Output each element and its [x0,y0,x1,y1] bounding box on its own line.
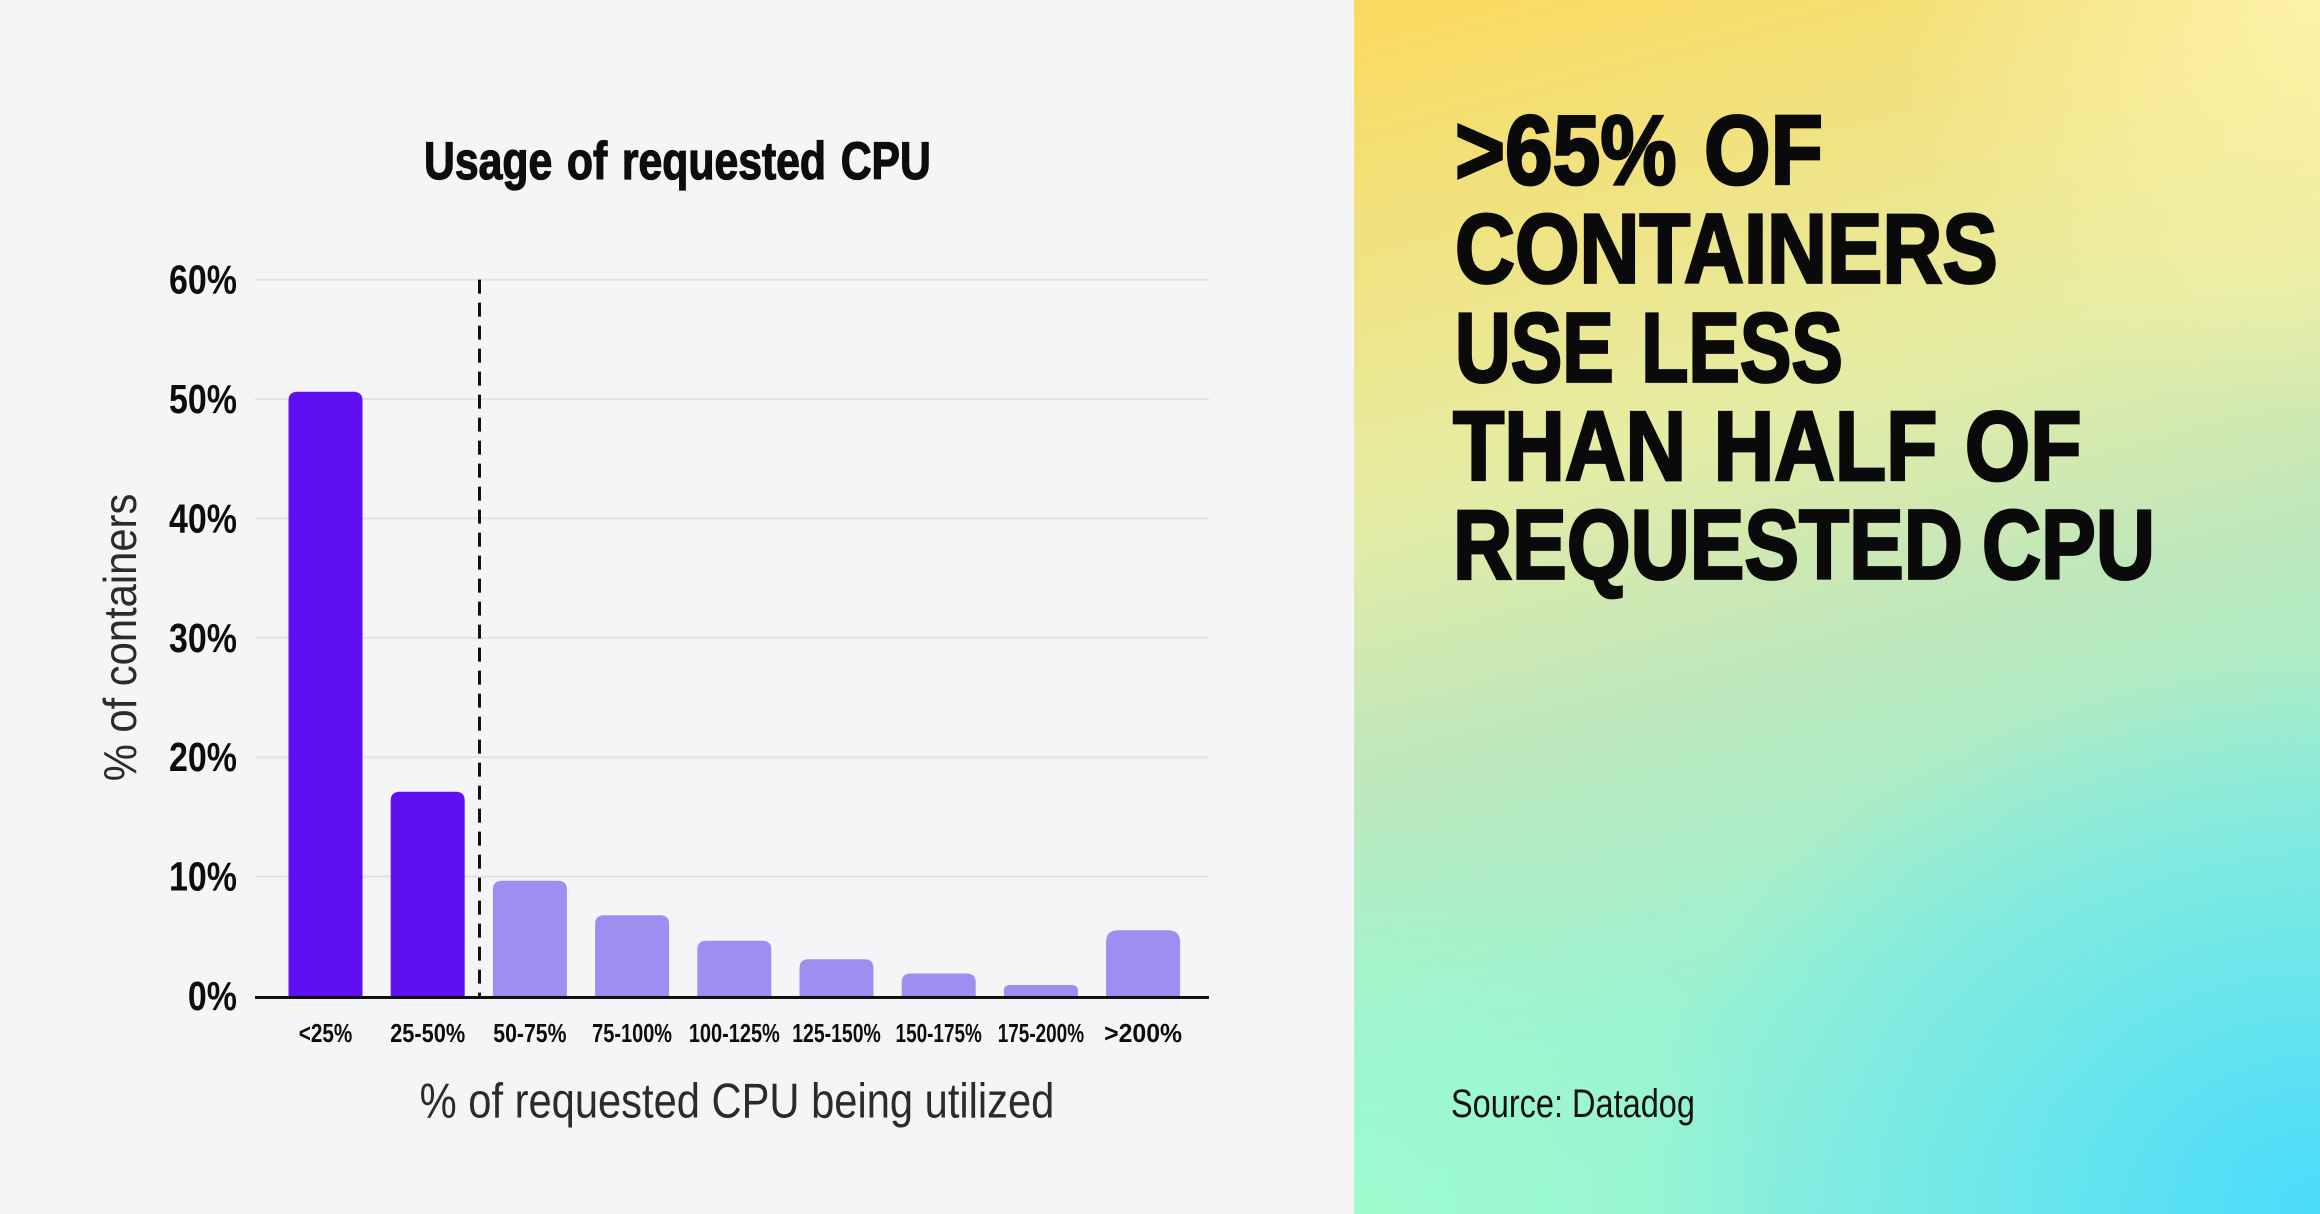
svg-text:30%: 30% [169,615,237,661]
svg-text:Usage: Usage [424,132,552,191]
svg-text:CONTAINERS: CONTAINERS [1455,195,1998,304]
svg-text:CPU: CPU [1982,490,2155,600]
svg-text:CPU: CPU [841,132,931,191]
svg-text:20%: 20% [169,734,237,780]
svg-text:LESS: LESS [1641,292,1843,402]
svg-text:0%: 0% [188,973,237,1019]
svg-text:125-150%: 125-150% [792,1018,881,1047]
svg-text:60%: 60% [169,257,237,303]
svg-text:USE: USE [1455,292,1614,402]
svg-text:25-50%: 25-50% [390,1019,465,1048]
svg-text:% of requested CPU being utili: % of requested CPU being utilized [420,1073,1055,1128]
svg-text:>65%: >65% [1455,94,1677,205]
svg-text:75-100%: 75-100% [592,1019,672,1048]
svg-text:OF: OF [1965,392,2082,502]
svg-text:40%: 40% [169,495,237,541]
svg-text:REQUESTED: REQUESTED [1453,490,1963,600]
svg-text:10%: 10% [169,854,237,900]
svg-text:<25%: <25% [299,1019,353,1048]
svg-text:% of containers: % of containers [95,494,147,782]
svg-text:50-75%: 50-75% [493,1019,566,1047]
svg-text:Source: Datadog: Source: Datadog [1451,1081,1695,1126]
svg-text:THAN: THAN [1453,392,1686,502]
svg-text:requested: requested [622,132,826,191]
svg-text:175-200%: 175-200% [998,1019,1084,1047]
svg-text:150-175%: 150-175% [896,1019,982,1047]
svg-text:50%: 50% [169,376,237,422]
svg-text:of: of [567,132,608,191]
svg-text:>200%: >200% [1104,1020,1182,1048]
svg-text:100-125%: 100-125% [689,1019,780,1048]
svg-text:HALF: HALF [1714,392,1938,502]
svg-text:OF: OF [1704,94,1823,205]
